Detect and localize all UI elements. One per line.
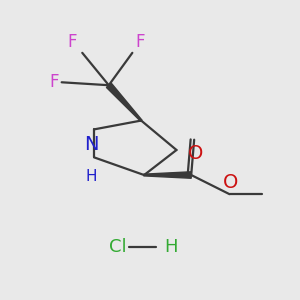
Polygon shape bbox=[106, 83, 142, 121]
Text: N: N bbox=[84, 135, 98, 154]
Text: O: O bbox=[223, 173, 239, 192]
Text: Cl: Cl bbox=[109, 238, 126, 256]
Polygon shape bbox=[144, 172, 191, 178]
Text: F: F bbox=[49, 73, 59, 91]
Text: F: F bbox=[67, 33, 76, 51]
Text: O: O bbox=[188, 144, 203, 163]
Text: H: H bbox=[85, 169, 97, 184]
Text: H: H bbox=[165, 238, 178, 256]
Text: F: F bbox=[135, 33, 145, 51]
